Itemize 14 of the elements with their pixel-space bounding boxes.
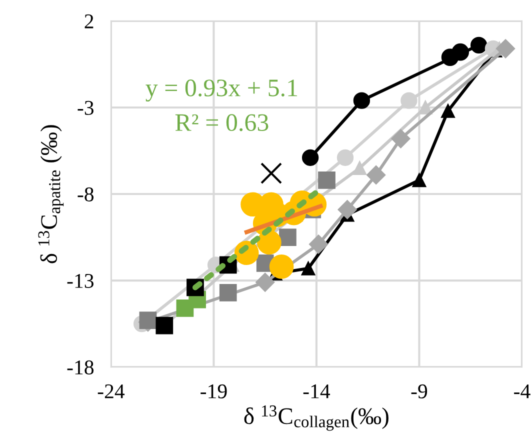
annotation: R² = 0.63 [175, 114, 268, 132]
y-tick-label: 2 [84, 14, 94, 28]
y-tick-label: -18 [67, 360, 94, 374]
annotation: y = 0.93x + 5.1 [146, 80, 298, 102]
x-tick-label: -24 [98, 384, 125, 398]
y-tick-label: -8 [78, 187, 94, 202]
y-tick-label: -3 [78, 100, 94, 115]
x-tick-label: -19 [200, 384, 227, 398]
y-axis-title: δ $^{13}$C$_{apatite}$ (‰) [38, 125, 64, 264]
x-tick-label: -14 [303, 384, 330, 398]
x-axis-title: δ $^{13}$C$_{collagen}$(‰) [244, 405, 388, 431]
x-tick-label: -9 [411, 384, 428, 398]
x-tick-label: -4 [514, 384, 530, 398]
y-tick-label: -13 [67, 274, 94, 288]
